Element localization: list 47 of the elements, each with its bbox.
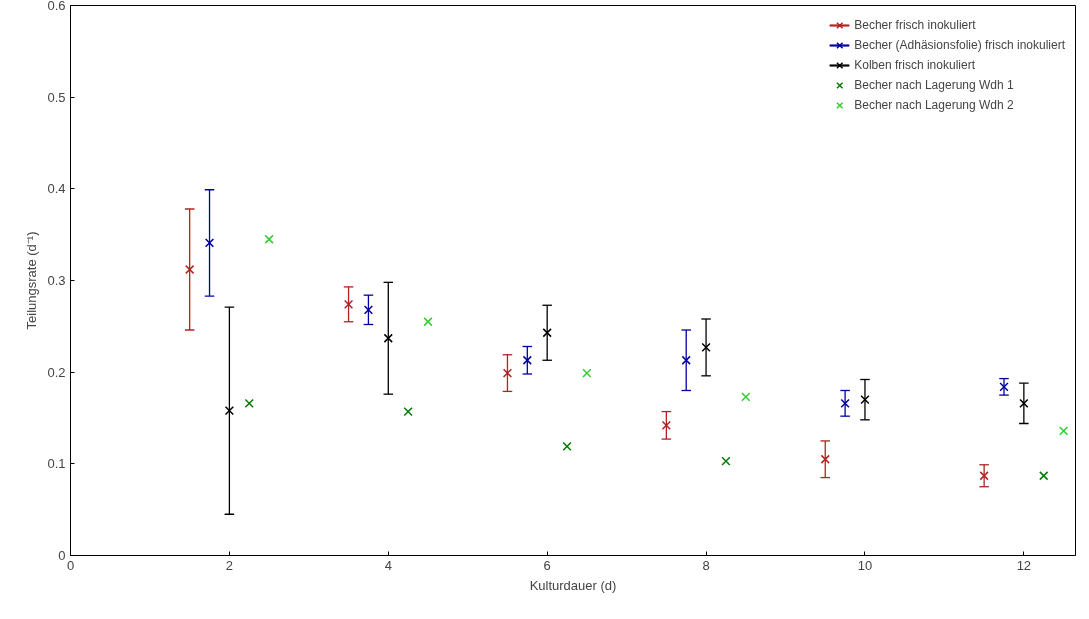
point [244, 398, 254, 408]
point [681, 355, 691, 365]
point [264, 234, 274, 244]
point [701, 342, 711, 353]
point [1019, 398, 1029, 408]
x-tick-label: 2 [225, 557, 234, 573]
y-tick-label: 0.4 [47, 181, 66, 197]
point [423, 317, 433, 327]
point [383, 333, 393, 343]
y-tick-label: 0.2 [47, 364, 66, 380]
point [1058, 426, 1069, 436]
y-tick-label: 0.3 [47, 273, 66, 288]
point [502, 368, 513, 378]
x-tick-label: 10 [857, 557, 873, 573]
point [204, 238, 215, 248]
point [562, 441, 572, 452]
point [363, 305, 374, 315]
y-tick-label: 0.6 [47, 0, 66, 13]
x-tick-label: 12 [1016, 557, 1032, 573]
point [979, 471, 989, 481]
legend-label: Kolben frisch inokuliert [854, 58, 975, 72]
point [721, 456, 731, 466]
point [403, 406, 413, 417]
point [820, 454, 830, 464]
y-tick-label: 0.5 [47, 89, 66, 105]
point [840, 398, 850, 408]
y-axis-title: Teilungsrate (d⁻¹) [24, 231, 40, 330]
point [185, 264, 195, 275]
point [1039, 471, 1049, 481]
x-tick-label: 8 [702, 557, 710, 573]
legend-label: Becher (Adhäsionsfolie) frisch inokuliert [854, 38, 1065, 52]
x-axis-title: Kulturdauer (d) [529, 577, 617, 593]
x-tick-label: 6 [543, 557, 551, 573]
point [661, 420, 671, 430]
point [224, 406, 235, 416]
point [522, 355, 532, 365]
point [860, 395, 870, 405]
point [542, 328, 552, 338]
x-tick-label: 4 [384, 557, 392, 573]
legend-label: Becher frisch inokuliert [854, 18, 976, 32]
point [999, 382, 1009, 392]
legend-label: Becher nach Lagerung Wdh 1 [854, 78, 1014, 92]
point [343, 299, 354, 309]
point [582, 368, 592, 378]
point [741, 392, 751, 402]
legend-label: Becher nach Lagerung Wdh 2 [854, 98, 1014, 112]
y-tick-label: 0.1 [47, 456, 66, 472]
